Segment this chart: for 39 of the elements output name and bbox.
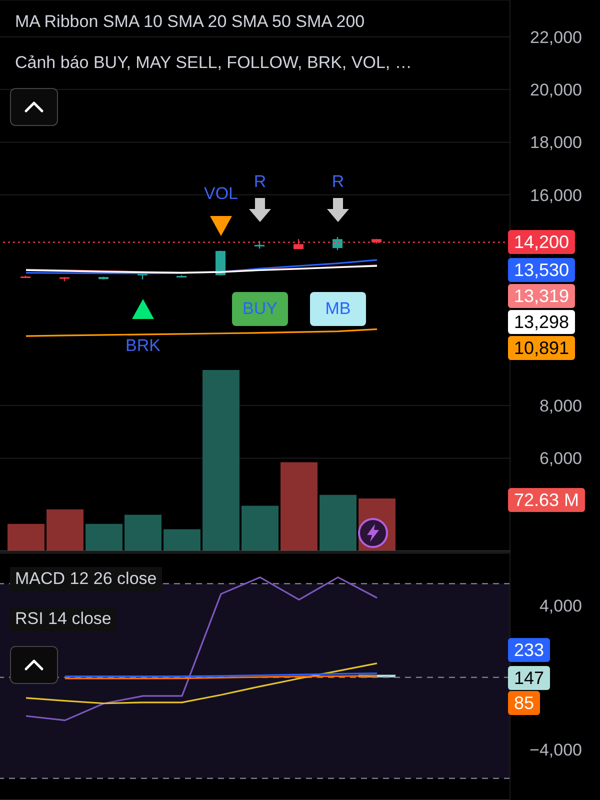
annotation: R	[330, 172, 346, 192]
text: 10,891	[508, 336, 576, 360]
y-tick-label: 6,000	[539, 449, 582, 468]
y-tick-label: 22,000	[530, 28, 582, 47]
text: Cảnh báo BUY, MAY SELL, FOLLOW, BRK, VOL, …	[14, 52, 413, 74]
bar	[202, 370, 240, 551]
text: MA Ribbon SMA 10 SMA 20 SMA 50 SMA 200	[14, 11, 366, 33]
y-tick-label: −4,000	[530, 740, 582, 760]
y-tick-label: 4,000	[539, 596, 582, 616]
bar	[242, 506, 279, 551]
text: 147	[508, 666, 550, 690]
text: 13,298	[508, 310, 576, 334]
bar	[124, 514, 162, 551]
ref-line-label: 14,200	[508, 230, 576, 254]
bar	[164, 529, 201, 551]
text: 72.63 M	[508, 488, 586, 512]
y-tick-label: 8,000	[539, 396, 582, 416]
annotation: VOL	[202, 184, 240, 204]
text: 85	[508, 691, 540, 715]
line-series	[25, 662, 378, 704]
bar	[280, 462, 318, 551]
annotation: MB	[310, 292, 366, 326]
text: 13,530	[508, 258, 576, 282]
text: 233	[508, 638, 550, 662]
bar	[86, 524, 123, 551]
text: MACD 12 26 close	[10, 567, 162, 591]
annotation: R	[254, 172, 266, 191]
y-tick-label: 20,000	[530, 80, 582, 100]
annotation: BUY	[232, 292, 288, 326]
bar	[46, 509, 84, 551]
bar	[8, 524, 45, 551]
y-tick-label: 18,000	[530, 133, 582, 152]
candlestick	[332, 236, 343, 251]
line-series	[25, 259, 378, 274]
y-tick-label: 16,000	[530, 186, 582, 205]
text: 13,319	[508, 284, 576, 308]
annotation: BRK	[124, 336, 162, 356]
text: RSI 14 close	[10, 607, 116, 631]
line-series	[25, 328, 378, 337]
